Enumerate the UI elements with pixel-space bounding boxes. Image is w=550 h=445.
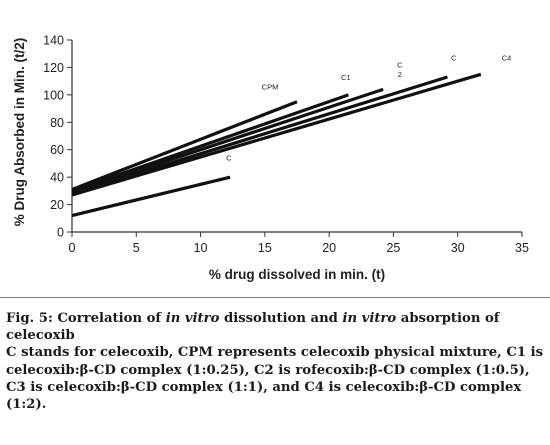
series-line-c1: [71, 93, 349, 193]
series-line-c2: [71, 87, 384, 194]
y-tick-label: 20: [50, 198, 64, 212]
caption-italic-1: in vitro: [165, 311, 220, 326]
caption-body: C stands for celecoxib, CPM represents c…: [6, 345, 544, 413]
x-tick-label: 20: [322, 241, 336, 255]
y-tick-label: 40: [50, 171, 64, 185]
caption-title: Fig. 5: Correlation of in vitro dissolut…: [6, 310, 544, 344]
x-tick-label: 5: [133, 241, 140, 255]
y-tick-label: 0: [57, 226, 64, 240]
series-line-c: [71, 175, 231, 218]
series-line-c4: [71, 72, 482, 197]
y-tick-label: 140: [43, 34, 64, 48]
series-label: C4: [502, 54, 512, 63]
caption-divider: [0, 297, 550, 298]
x-axis-title: % drug dissolved in min. (t): [209, 267, 385, 282]
series-label: 2: [398, 70, 402, 79]
series-line-c3: [71, 75, 448, 196]
caption-title-mid: dissolution and: [219, 311, 343, 326]
x-tick-label: 15: [258, 241, 272, 255]
chart-series-layer: [71, 72, 482, 218]
y-tick-label: 80: [50, 116, 64, 130]
series-label: C: [451, 54, 457, 63]
series-label: C1: [341, 73, 351, 82]
caption-title-end: absorption of celecoxib: [6, 311, 500, 344]
series-line-cpm: [71, 100, 298, 191]
y-tick-label: 60: [50, 143, 64, 157]
x-tick-label: 0: [69, 241, 76, 255]
series-label: C: [397, 60, 403, 69]
correlation-chart: 0 20 40 60 80 100 120 140 0 5 10 15 20 25 30 35 C CPM C1 C…: [12, 34, 529, 283]
series-label: C: [226, 154, 232, 163]
x-tick-label: 25: [386, 241, 400, 255]
series-label: CPM: [262, 82, 279, 91]
chart-axes: 0 20 40 60 80 100 120 140 0 5 10 15 20 25 30 35: [43, 34, 529, 256]
caption-italic-2: in vitro: [342, 311, 397, 326]
y-tick-label: 100: [43, 88, 64, 102]
x-tick-label: 35: [515, 241, 529, 255]
y-tick-label: 120: [43, 61, 64, 75]
x-tick-label: 10: [194, 241, 208, 255]
figure-caption: Fig. 5: Correlation of in vitro dissolut…: [6, 310, 544, 413]
y-axis-title: % Drug Absorbed in Min. (t/2): [12, 38, 27, 227]
caption-title-start: Fig. 5: Correlation of: [6, 311, 166, 326]
x-tick-label: 30: [451, 241, 465, 255]
